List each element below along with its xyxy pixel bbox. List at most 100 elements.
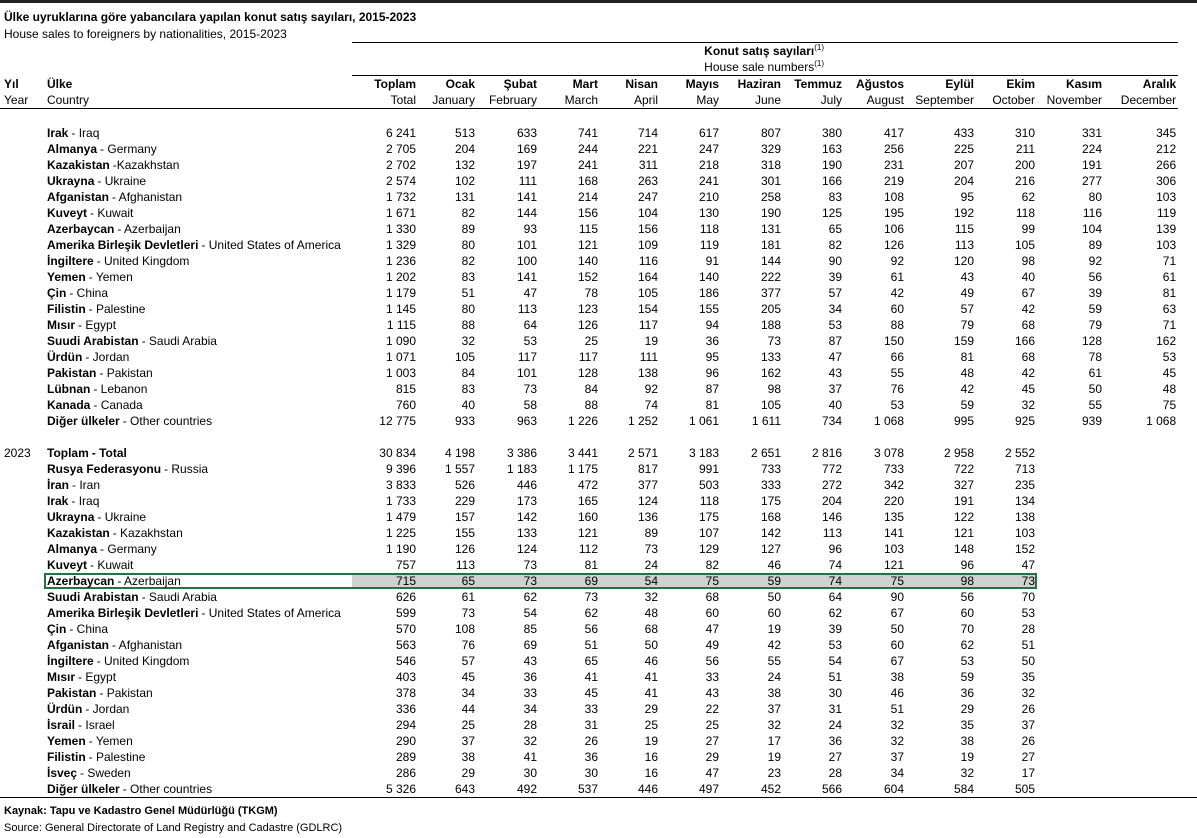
- cell-value: 83: [828, 190, 842, 204]
- cell-value: 626: [395, 590, 416, 604]
- cell-value: 113: [954, 238, 974, 252]
- cell-value: 66: [890, 350, 904, 364]
- cell-value: 286: [395, 766, 416, 780]
- cell-value: 75: [660, 573, 721, 589]
- cell-value: 221: [637, 142, 658, 156]
- cell-value: 175: [698, 510, 719, 524]
- data-row: Mısır - Egypt 403 45 36 41 41 33 24 51 38 59 35: [0, 669, 1178, 685]
- cell-value: 26: [1021, 734, 1035, 748]
- cell-value: 19: [644, 334, 658, 348]
- cell-value: 2 816: [811, 446, 842, 460]
- cell-value: 48: [1162, 382, 1177, 396]
- country-tr: İngiltere: [47, 254, 94, 268]
- country: Diğer ülkeler - Other countries: [44, 781, 352, 797]
- cell-value: 513: [454, 126, 475, 140]
- cell-empty: [1104, 685, 1178, 701]
- country-tr: Irak: [47, 126, 69, 140]
- cell-value: 115: [954, 222, 974, 236]
- country: Kuveyt - Kuwait: [44, 205, 352, 221]
- year-empty: [0, 669, 44, 685]
- cell-value: 47: [1021, 558, 1035, 572]
- cell-value: 119: [699, 238, 719, 252]
- cell-empty: [1037, 493, 1104, 509]
- cell-value: 29: [644, 702, 658, 716]
- country-tr: Yemen: [47, 270, 86, 284]
- cell-value: 244: [577, 142, 598, 156]
- cell-value: 50: [890, 622, 904, 636]
- column-header-en: September: [906, 92, 976, 109]
- year-empty: [0, 285, 44, 301]
- cell-value: 2 552: [1004, 446, 1035, 460]
- cell-value: 17: [1021, 766, 1035, 780]
- country: Çin - China: [44, 285, 352, 301]
- cell-value: 42: [1021, 302, 1035, 316]
- column-header-tr: Aralık: [1142, 77, 1177, 91]
- cell-value: 733: [883, 462, 904, 476]
- cell-value: 32: [1021, 686, 1035, 700]
- cell-value: 79: [1088, 318, 1102, 332]
- column-header-en: Year: [0, 92, 44, 109]
- cell-value: 144: [760, 254, 781, 268]
- country-tr: Diğer ülkeler: [47, 782, 120, 796]
- cell-value: 55: [890, 366, 904, 380]
- cell-value: 106: [883, 222, 904, 236]
- cell-value: 96: [705, 366, 719, 380]
- cell-value: 377: [637, 478, 658, 492]
- column-header-en: April: [600, 92, 660, 109]
- year-empty: [0, 589, 44, 605]
- cell-value: 472: [577, 478, 598, 492]
- data-row: Filistin - Palestine 289 38 41 36 16 29 19 27 37 19…: [0, 749, 1178, 765]
- country-tr: Toplam: [47, 446, 89, 460]
- cell-value: 159: [953, 334, 974, 348]
- cell-value: 219: [883, 174, 904, 188]
- cell-value: 16: [644, 750, 658, 764]
- cell-value: 108: [883, 190, 904, 204]
- cell-value: 59: [960, 670, 974, 684]
- data-row: Çin - China 570 108 85 56 68 47 19 39 50 70 28: [0, 621, 1178, 637]
- cell-value: 19: [960, 750, 974, 764]
- cell-value: 722: [953, 462, 974, 476]
- cell-value: 150: [883, 334, 904, 348]
- cell-value: 247: [698, 142, 719, 156]
- cell-value: 28: [523, 718, 537, 732]
- cell-value: 342: [883, 478, 904, 492]
- cell-value: 81: [705, 398, 719, 412]
- cell-value: 62: [960, 638, 974, 652]
- cell-value: 168: [577, 174, 598, 188]
- country-tr: Mısır: [47, 318, 76, 332]
- cell-value: 32: [767, 718, 781, 732]
- country: İran - Iran: [44, 477, 352, 493]
- cell-value: 146: [821, 510, 842, 524]
- country-en: - Egypt: [78, 670, 117, 684]
- year-empty: [0, 605, 44, 621]
- cell-value: 27: [1021, 750, 1035, 764]
- data-row: Ukrayna - Ukraine 2 574 102 111 168 263 241 301 1…: [0, 173, 1178, 189]
- data-row: Azerbaycan - Azerbaijan 715 65 73 69 54 75 59 74 7…: [0, 573, 1178, 589]
- note-mark: (1): [814, 59, 824, 68]
- cell-value: 50: [644, 638, 658, 652]
- column-header-tr: Mayıs: [685, 77, 719, 91]
- country-en: - China: [69, 286, 109, 300]
- country: İngiltere - United Kingdom: [44, 653, 352, 669]
- title: Ülke uyruklarına göre yabancılara yapıla…: [4, 10, 417, 24]
- cell-value: 566: [821, 782, 842, 796]
- cell-value: 73: [644, 542, 658, 556]
- cell-value: 78: [584, 286, 598, 300]
- cell-value: 126: [577, 318, 598, 332]
- cell-value: 100: [516, 254, 537, 268]
- cell-value: 1 733: [385, 494, 416, 508]
- column-header-en: January: [418, 92, 477, 109]
- cell-value: 772: [821, 462, 842, 476]
- cell-value: 126: [454, 542, 475, 556]
- cell-value: 446: [637, 782, 658, 796]
- cell-value: 60: [705, 606, 719, 620]
- cell-value: 56: [1088, 270, 1102, 284]
- country-tr: Filistin: [47, 302, 86, 316]
- column-header-row: Yıl Ülke Toplam Ocak Şubat Mart Nisan Mayıs Hazi…: [0, 76, 1178, 92]
- cell-value: 33: [584, 702, 598, 716]
- cell-value: 42: [767, 638, 781, 652]
- data-row: İngiltere - United Kingdom 1 236 82 100 140 11…: [0, 253, 1178, 269]
- year-empty: [0, 557, 44, 573]
- cell-value: 39: [828, 622, 842, 636]
- cell-value: 1 479: [385, 510, 416, 524]
